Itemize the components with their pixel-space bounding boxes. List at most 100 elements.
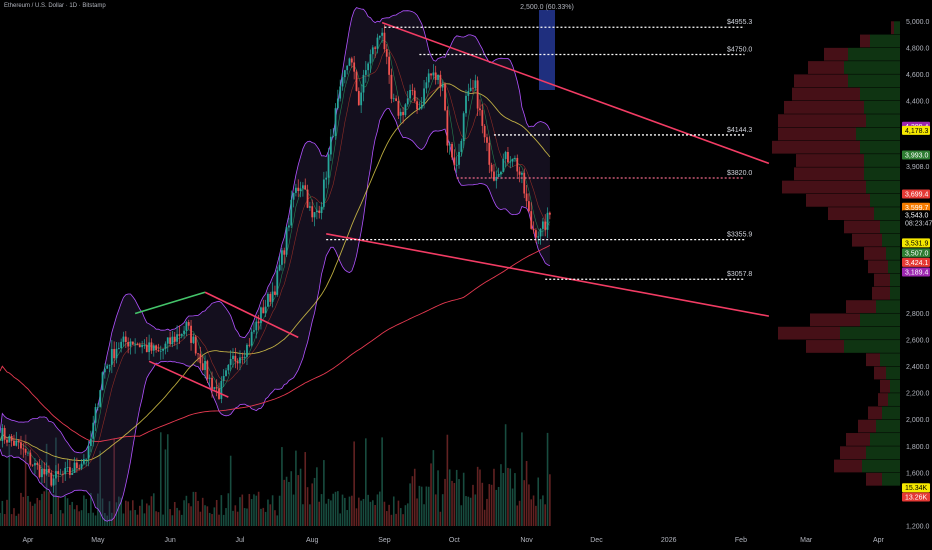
volume-bar (185, 495, 188, 526)
candle-body (490, 164, 493, 172)
volume-bar (92, 512, 94, 526)
candle-body (322, 179, 325, 207)
volume-bar (166, 434, 169, 526)
volume-bar (504, 424, 507, 526)
volume-bar (162, 514, 164, 526)
volume-profile-buy (864, 167, 900, 181)
volume-bar (111, 512, 113, 526)
volume-bar (537, 477, 540, 526)
volume-bar (201, 497, 204, 526)
volume-profile-sell (860, 34, 870, 48)
candle-body (334, 108, 337, 137)
candle-body (453, 157, 456, 165)
volume-bar (104, 513, 106, 526)
volume-profile-buy (848, 47, 900, 61)
volume-bar (334, 491, 337, 526)
price-tag: 15.34K (902, 483, 930, 493)
volume-bar (59, 510, 62, 526)
candle-body (530, 211, 533, 229)
candle-body (215, 387, 218, 389)
volume-bar (376, 494, 379, 526)
candle-body (136, 344, 139, 346)
price-tag-label: 3,543.0 (905, 212, 928, 219)
candle-body (48, 468, 50, 473)
volume-profile-sell (874, 273, 890, 287)
candle-body (66, 467, 69, 468)
volume-bar (430, 463, 432, 526)
candle-body (495, 176, 498, 181)
volume-profile-buy (866, 114, 900, 128)
volume-bar (20, 492, 22, 526)
candle-body (62, 473, 64, 475)
candle-body (308, 206, 311, 208)
candle-body (427, 73, 430, 83)
volume-profile-sell (891, 21, 894, 35)
candle-body (343, 70, 346, 78)
volume-bar (113, 438, 115, 526)
volume-profile-buy (888, 393, 900, 406)
volume-bar (250, 499, 253, 526)
volume-bar (50, 514, 53, 526)
candle-body (253, 330, 255, 332)
volume-profile-buy (844, 340, 900, 353)
volume-bar (197, 500, 199, 526)
volume-bar (71, 501, 74, 526)
candle-body (148, 342, 151, 353)
volume-profile-sell (808, 61, 844, 74)
candle-body (306, 189, 309, 208)
candle-body (444, 84, 446, 111)
volume-bar (173, 502, 176, 526)
volume-bar (27, 495, 29, 526)
candle-body (355, 71, 358, 91)
candle-body (367, 63, 370, 71)
candle-body (441, 84, 444, 88)
candle-body (276, 270, 279, 295)
candle-body (45, 468, 48, 475)
candle-body (385, 49, 388, 57)
volume-bar (31, 505, 34, 526)
volume-profile-buy (844, 61, 900, 74)
volume-profile-buy (890, 273, 900, 287)
candle-body (455, 164, 458, 166)
candle-body (357, 90, 360, 106)
volume-bar (474, 494, 477, 526)
volume-bar (362, 498, 365, 526)
candle-body (243, 356, 246, 358)
volume-profile-sell (874, 366, 886, 380)
volume-bar (358, 497, 360, 526)
candle-body (211, 377, 213, 389)
x-tick-label: Oct (449, 537, 460, 544)
price-tag: 13.26K (902, 492, 930, 502)
volume-bar (80, 510, 83, 526)
volume-bar (285, 476, 288, 526)
candle-body (299, 188, 302, 192)
candle-body (41, 468, 43, 478)
price-tag-bg (902, 257, 930, 267)
candle-body (329, 136, 332, 155)
candle-body (75, 462, 78, 469)
candle-body (241, 357, 244, 359)
x-tick-label: Jun (164, 537, 175, 544)
candle-body (236, 361, 239, 364)
volume-bar (13, 508, 15, 526)
volume-profile-buy (876, 300, 900, 313)
volume-bar (306, 487, 309, 526)
volume-profile-buy (886, 366, 900, 380)
volume-bar (222, 514, 225, 526)
candle-body (246, 344, 248, 357)
candle-body (516, 157, 519, 172)
volume-bar (248, 493, 251, 526)
volume-profile-sell (864, 247, 886, 260)
volume-profile-sell (772, 140, 860, 154)
volume-bar (36, 497, 39, 526)
volume-bar (446, 434, 449, 526)
volume-bar (48, 491, 50, 526)
volume-bar (22, 496, 25, 526)
volume-bar (129, 510, 132, 526)
candle-body (332, 136, 335, 137)
volume-bar (346, 510, 348, 526)
trend-line (148, 360, 229, 398)
candle-body (271, 291, 274, 302)
volume-profile-buy (860, 140, 900, 154)
